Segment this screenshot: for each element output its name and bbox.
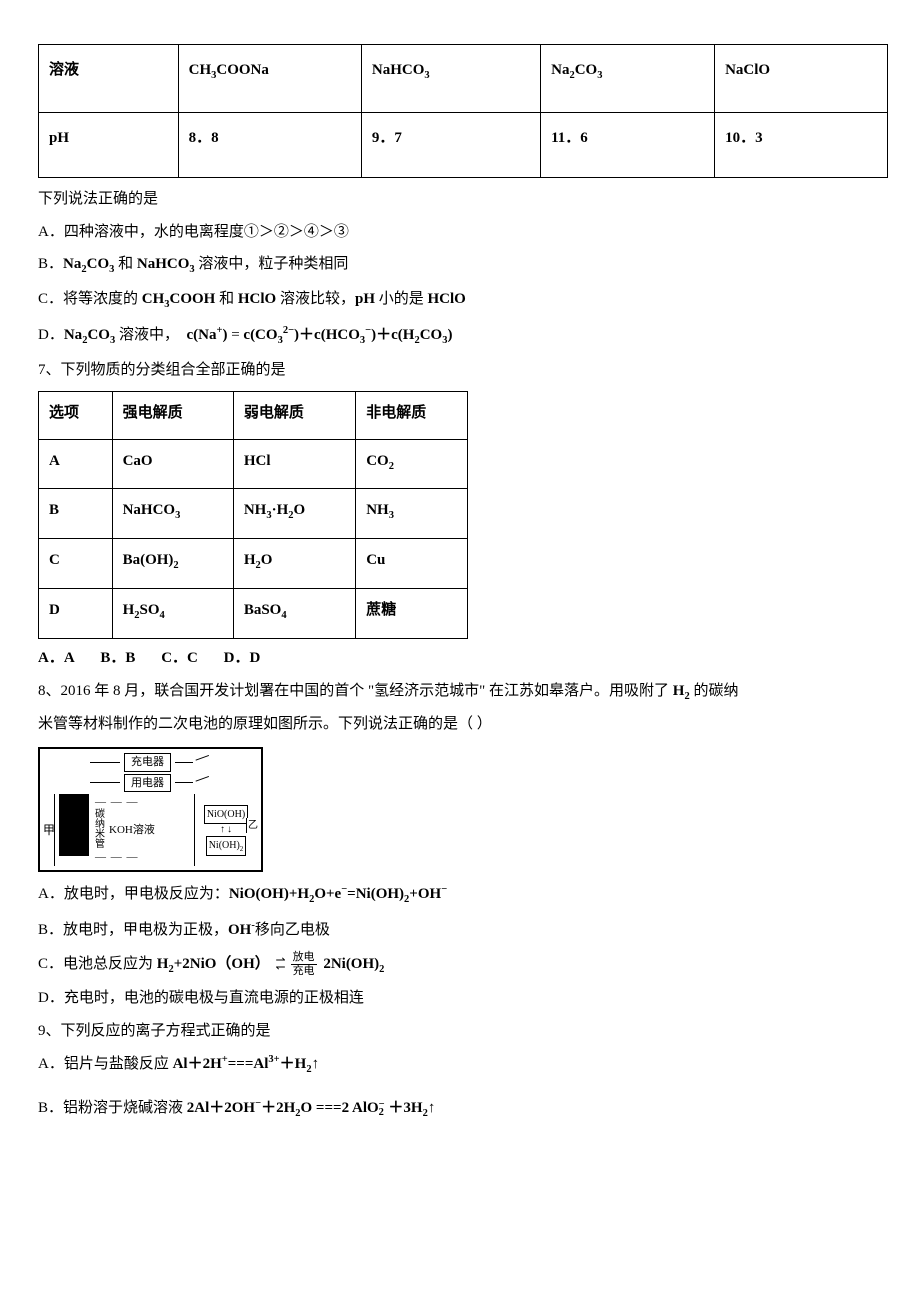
q8-stem-line1: 8、2016 年 8 月，联合国开发计划署在中国的首个 "氢经济示范城市" 在江… [38, 683, 738, 699]
cell: C [39, 539, 113, 589]
cell: Ba(OH)2 [112, 539, 233, 589]
battery-diagram: 充电器 用电器 甲 — — — 碳 纳 米 管 KOH溶液 — — — 乙 [38, 747, 263, 872]
cell: Cu [356, 539, 468, 589]
cell: BaSO4 [233, 588, 355, 638]
cell: D [39, 588, 113, 638]
table-classification: 选项 强电解质 弱电解质 非电解质 A CaO HCl CO2 B NaHCO3… [38, 391, 468, 639]
reversible-arrows-icon: ⇀↽ [276, 957, 286, 971]
cell: NH3 [356, 489, 468, 539]
cell: pH [39, 112, 179, 178]
cell-text: 8．8 [189, 130, 219, 146]
diagram-right: 乙 NiO(OH) ↑↓ Ni(OH)2 [194, 794, 257, 866]
q6-option-c: C．将等浓度的 CH3COOH 和 HClO 溶液比较，pH 小的是 HClO [38, 288, 882, 313]
dash-line: — — — [95, 851, 188, 864]
cell: Na2CO3 [541, 45, 715, 113]
q8-option-a: A．放电时，甲电极反应为：NiO(OH)+H2O+e−=Ni(OH)2+OH− [38, 882, 882, 908]
cell-text: 9．7 [372, 130, 402, 146]
q8-stem-line2: 米管等材料制作的二次电池的原理如图所示。下列说法正确的是（ ） [38, 716, 492, 732]
cell: 蔗糖 [356, 588, 468, 638]
option-text: A．四种溶液中，水的电离程度①＞②＞④＞③ [38, 224, 349, 240]
cell-text: 10．3 [725, 130, 763, 146]
cell-text: 溶液 [49, 62, 79, 78]
cell-text: pH [49, 130, 69, 146]
cell: 10．3 [715, 112, 888, 178]
cell-text: NaHCO3 [372, 62, 430, 78]
cell: NaHCO3 [361, 45, 540, 113]
carbon-electrode [59, 794, 89, 856]
q7-stem: 7、下列物质的分类组合全部正确的是 [38, 359, 882, 382]
dash-line: — — — [95, 796, 188, 809]
option: B．B [100, 650, 135, 666]
diagram-top: 充电器 [44, 753, 257, 772]
load-box: 用电器 [124, 774, 171, 793]
cell-text: Na2CO3 [551, 62, 602, 78]
arrows-icon: ↑↓ [220, 826, 232, 834]
cell-text: CH3COONa [189, 62, 269, 78]
q8-option-b: B．放电时，甲电极为正极，OH-移向乙电极 [38, 918, 882, 942]
cell: 弱电解质 [233, 392, 355, 440]
option: A．A [38, 650, 75, 666]
cell: B [39, 489, 113, 539]
option: D．D [224, 650, 261, 666]
cell: CO2 [356, 439, 468, 489]
table-solutions: 溶液 CH3COONa NaHCO3 Na2CO3 NaClO pH 8．8 9… [38, 44, 888, 178]
cell: 非电解质 [356, 392, 468, 440]
right-terminal-label: 乙 [246, 818, 259, 833]
q8-option-d: D．充电时，电池的碳电极与直流电源的正极相连 [38, 987, 882, 1010]
cell: CH3COONa [178, 45, 361, 113]
nioh2-box: Ni(OH)2 [206, 836, 247, 857]
cell: NaHCO3 [112, 489, 233, 539]
cell: CaO [112, 439, 233, 489]
cell: HCl [233, 439, 355, 489]
q6-option-a: A．四种溶液中，水的电离程度①＞②＞④＞③ [38, 221, 882, 244]
cell-text: 11．6 [551, 130, 588, 146]
q6-option-b: B．Na2CO3 和 NaHCO3 溶液中，粒子种类相同 [38, 253, 882, 278]
cell: H2O [233, 539, 355, 589]
table-row: C Ba(OH)2 H2O Cu [39, 539, 468, 589]
option-text: C．将等浓度的 CH3COOH 和 HClO 溶液比较，pH 小的是 HClO [38, 291, 466, 307]
table-row: 选项 强电解质 弱电解质 非电解质 [39, 392, 468, 440]
switch-icon [197, 775, 211, 792]
electrolyte-label: KOH溶液 [109, 824, 155, 837]
option-text: D．Na2CO3 溶液中， c(Na+) = c(CO32−)＋c(HCO3−)… [38, 327, 452, 343]
q6-option-d: D．Na2CO3 溶液中， c(Na+) = c(CO32−)＋c(HCO3−)… [38, 323, 882, 349]
table-row: D H2SO4 BaSO4 蔗糖 [39, 588, 468, 638]
cell-text: NaClO [725, 62, 770, 78]
table-row: B NaHCO3 NH3·H2O NH3 [39, 489, 468, 539]
charger-box: 充电器 [124, 753, 171, 772]
q6-stem: 下列说法正确的是 [38, 188, 882, 211]
cell: NaClO [715, 45, 888, 113]
option-text-tail: 2Ni(OH)2 [323, 956, 384, 972]
q8-stem: 8、2016 年 8 月，联合国开发计划署在中国的首个 "氢经济示范城市" 在江… [38, 675, 882, 741]
left-terminal-label: 甲 [44, 794, 55, 866]
arrow-labels: 放电充电 [291, 952, 317, 977]
diagram-cell: 甲 — — — 碳 纳 米 管 KOH溶液 — — — 乙 NiO(OH) ↑↓… [44, 794, 257, 866]
table-row: pH 8．8 9．7 11．6 10．3 [39, 112, 888, 178]
cell: 9．7 [361, 112, 540, 178]
option: C．C [161, 650, 198, 666]
table-row: A CaO HCl CO2 [39, 439, 468, 489]
option-text: C．电池总反应为 H2+2NiO（OH） [38, 956, 270, 972]
q9-option-b: B．铝粉溶于烧碱溶液 2Al＋2OH−＋2H2O ===2 AlO−2 ＋3H2… [38, 1096, 882, 1122]
cell: 溶液 [39, 45, 179, 113]
cell: 强电解质 [112, 392, 233, 440]
diagram-mid: — — — 碳 纳 米 管 KOH溶液 — — — [93, 794, 190, 866]
cell: 选项 [39, 392, 113, 440]
table-row: 溶液 CH3COONa NaHCO3 Na2CO3 NaClO [39, 45, 888, 113]
cell: A [39, 439, 113, 489]
q8-option-c: C．电池总反应为 H2+2NiO（OH） ⇀↽ 放电充电 2Ni(OH)2 [38, 952, 882, 978]
cell: 8．8 [178, 112, 361, 178]
q9-stem: 9、下列反应的离子方程式正确的是 [38, 1020, 882, 1043]
nio-oh-box: NiO(OH) [204, 805, 248, 824]
cell: NH3·H2O [233, 489, 355, 539]
switch-icon [197, 754, 211, 771]
option-text: B．Na2CO3 和 NaHCO3 溶液中，粒子种类相同 [38, 256, 348, 272]
cell: 11．6 [541, 112, 715, 178]
q7-options: A．A B．B C．C D．D [38, 647, 882, 670]
diagram-top2: 用电器 [44, 774, 257, 793]
cell: H2SO4 [112, 588, 233, 638]
q9-option-a: A．铝片与盐酸反应 Al＋2H+===Al3+＋H2↑ [38, 1052, 882, 1078]
